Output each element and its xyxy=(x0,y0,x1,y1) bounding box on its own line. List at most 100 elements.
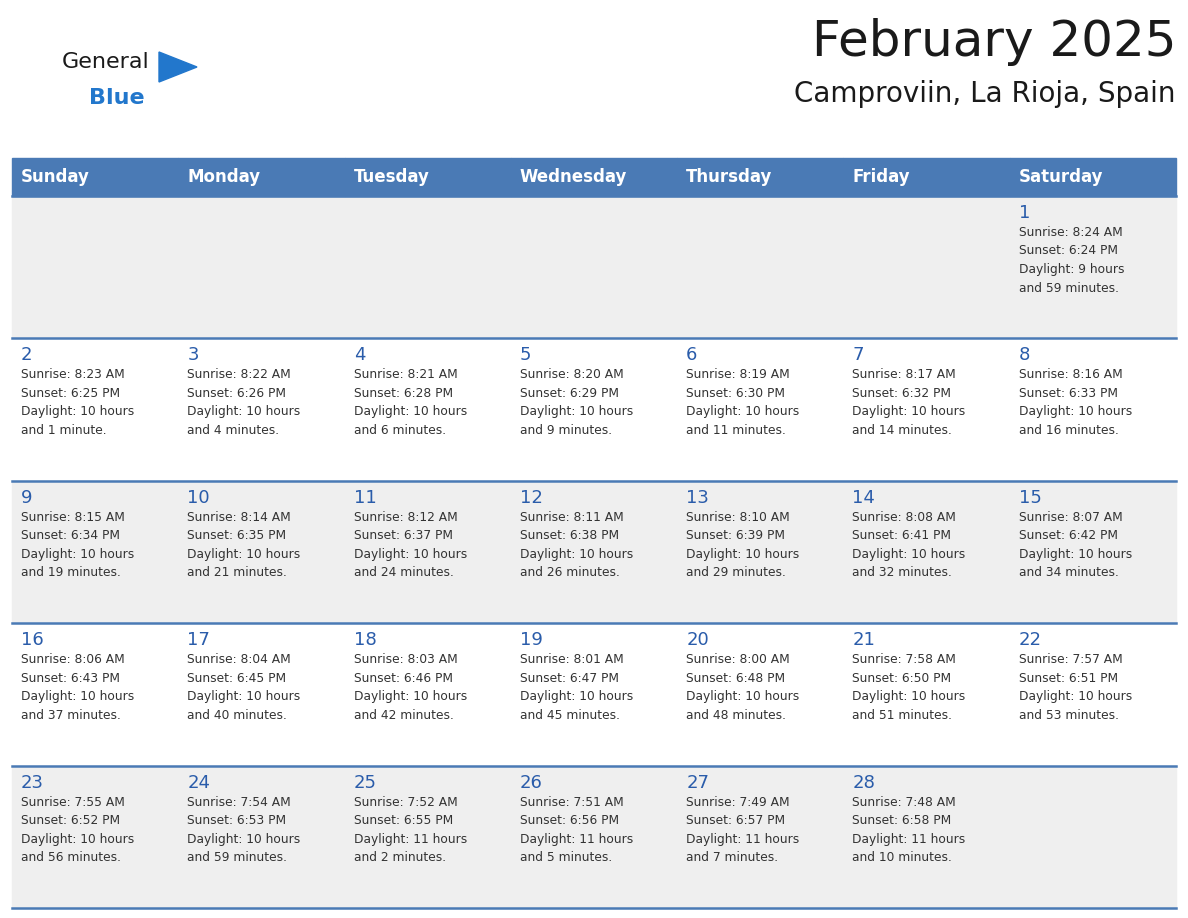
Text: 8: 8 xyxy=(1019,346,1030,364)
Bar xyxy=(843,766,1010,908)
Text: Sunrise: 8:07 AM
Sunset: 6:42 PM
Daylight: 10 hours
and 34 minutes.: Sunrise: 8:07 AM Sunset: 6:42 PM Dayligh… xyxy=(1019,510,1132,579)
Bar xyxy=(12,766,178,908)
Bar xyxy=(12,196,178,339)
Text: Monday: Monday xyxy=(188,168,260,186)
Text: 6: 6 xyxy=(687,346,697,364)
Text: February 2025: February 2025 xyxy=(811,18,1176,66)
Bar xyxy=(511,623,677,766)
Text: Sunrise: 7:52 AM
Sunset: 6:55 PM
Daylight: 11 hours
and 2 minutes.: Sunrise: 7:52 AM Sunset: 6:55 PM Dayligh… xyxy=(354,796,467,864)
Bar xyxy=(345,481,511,623)
Text: Sunrise: 8:16 AM
Sunset: 6:33 PM
Daylight: 10 hours
and 16 minutes.: Sunrise: 8:16 AM Sunset: 6:33 PM Dayligh… xyxy=(1019,368,1132,437)
Bar xyxy=(677,766,843,908)
Bar xyxy=(178,158,345,196)
Text: Sunrise: 7:49 AM
Sunset: 6:57 PM
Daylight: 11 hours
and 7 minutes.: Sunrise: 7:49 AM Sunset: 6:57 PM Dayligh… xyxy=(687,796,800,864)
Text: Friday: Friday xyxy=(853,168,910,186)
Text: Camproviin, La Rioja, Spain: Camproviin, La Rioja, Spain xyxy=(795,80,1176,108)
Bar xyxy=(677,623,843,766)
Text: Sunrise: 8:11 AM
Sunset: 6:38 PM
Daylight: 10 hours
and 26 minutes.: Sunrise: 8:11 AM Sunset: 6:38 PM Dayligh… xyxy=(520,510,633,579)
Bar xyxy=(677,196,843,339)
Bar xyxy=(1010,623,1176,766)
Bar xyxy=(843,339,1010,481)
Text: Tuesday: Tuesday xyxy=(354,168,429,186)
Text: 19: 19 xyxy=(520,632,543,649)
Bar xyxy=(677,339,843,481)
Text: Sunrise: 8:00 AM
Sunset: 6:48 PM
Daylight: 10 hours
and 48 minutes.: Sunrise: 8:00 AM Sunset: 6:48 PM Dayligh… xyxy=(687,654,800,722)
Bar xyxy=(345,158,511,196)
Bar xyxy=(345,339,511,481)
Text: 12: 12 xyxy=(520,488,543,507)
Bar xyxy=(1010,339,1176,481)
Text: 26: 26 xyxy=(520,774,543,791)
Text: 20: 20 xyxy=(687,632,709,649)
Bar xyxy=(345,623,511,766)
Bar xyxy=(511,766,677,908)
Bar xyxy=(511,339,677,481)
Bar xyxy=(511,196,677,339)
Text: 23: 23 xyxy=(21,774,44,791)
Bar xyxy=(178,623,345,766)
Text: Blue: Blue xyxy=(89,88,145,108)
Text: Sunrise: 8:17 AM
Sunset: 6:32 PM
Daylight: 10 hours
and 14 minutes.: Sunrise: 8:17 AM Sunset: 6:32 PM Dayligh… xyxy=(853,368,966,437)
Bar xyxy=(843,196,1010,339)
Text: Thursday: Thursday xyxy=(687,168,772,186)
Bar xyxy=(511,158,677,196)
Text: Wednesday: Wednesday xyxy=(520,168,627,186)
Bar xyxy=(12,339,178,481)
Text: Sunrise: 8:23 AM
Sunset: 6:25 PM
Daylight: 10 hours
and 1 minute.: Sunrise: 8:23 AM Sunset: 6:25 PM Dayligh… xyxy=(21,368,134,437)
Text: 14: 14 xyxy=(853,488,876,507)
Polygon shape xyxy=(159,52,197,82)
Text: Sunrise: 7:58 AM
Sunset: 6:50 PM
Daylight: 10 hours
and 51 minutes.: Sunrise: 7:58 AM Sunset: 6:50 PM Dayligh… xyxy=(853,654,966,722)
Text: Sunrise: 7:55 AM
Sunset: 6:52 PM
Daylight: 10 hours
and 56 minutes.: Sunrise: 7:55 AM Sunset: 6:52 PM Dayligh… xyxy=(21,796,134,864)
Text: Sunrise: 8:12 AM
Sunset: 6:37 PM
Daylight: 10 hours
and 24 minutes.: Sunrise: 8:12 AM Sunset: 6:37 PM Dayligh… xyxy=(354,510,467,579)
Text: Sunrise: 7:48 AM
Sunset: 6:58 PM
Daylight: 11 hours
and 10 minutes.: Sunrise: 7:48 AM Sunset: 6:58 PM Dayligh… xyxy=(853,796,966,864)
Text: 25: 25 xyxy=(354,774,377,791)
Text: 21: 21 xyxy=(853,632,876,649)
Bar xyxy=(345,766,511,908)
Bar xyxy=(1010,766,1176,908)
Bar xyxy=(1010,481,1176,623)
Bar xyxy=(12,158,178,196)
Bar xyxy=(843,623,1010,766)
Text: 27: 27 xyxy=(687,774,709,791)
Bar xyxy=(677,158,843,196)
Text: 24: 24 xyxy=(188,774,210,791)
Text: 15: 15 xyxy=(1019,488,1042,507)
Text: 1: 1 xyxy=(1019,204,1030,222)
Text: 22: 22 xyxy=(1019,632,1042,649)
Bar xyxy=(178,481,345,623)
Text: Sunrise: 8:22 AM
Sunset: 6:26 PM
Daylight: 10 hours
and 4 minutes.: Sunrise: 8:22 AM Sunset: 6:26 PM Dayligh… xyxy=(188,368,301,437)
Text: Sunday: Sunday xyxy=(21,168,90,186)
Text: Sunrise: 8:01 AM
Sunset: 6:47 PM
Daylight: 10 hours
and 45 minutes.: Sunrise: 8:01 AM Sunset: 6:47 PM Dayligh… xyxy=(520,654,633,722)
Text: 11: 11 xyxy=(354,488,377,507)
Text: Sunrise: 8:15 AM
Sunset: 6:34 PM
Daylight: 10 hours
and 19 minutes.: Sunrise: 8:15 AM Sunset: 6:34 PM Dayligh… xyxy=(21,510,134,579)
Bar xyxy=(345,196,511,339)
Text: 7: 7 xyxy=(853,346,864,364)
Text: Sunrise: 8:21 AM
Sunset: 6:28 PM
Daylight: 10 hours
and 6 minutes.: Sunrise: 8:21 AM Sunset: 6:28 PM Dayligh… xyxy=(354,368,467,437)
Text: 3: 3 xyxy=(188,346,198,364)
Text: 17: 17 xyxy=(188,632,210,649)
Text: Sunrise: 8:19 AM
Sunset: 6:30 PM
Daylight: 10 hours
and 11 minutes.: Sunrise: 8:19 AM Sunset: 6:30 PM Dayligh… xyxy=(687,368,800,437)
Bar xyxy=(178,339,345,481)
Bar xyxy=(843,481,1010,623)
Text: 13: 13 xyxy=(687,488,709,507)
Bar xyxy=(1010,158,1176,196)
Bar xyxy=(511,481,677,623)
Text: Sunrise: 8:14 AM
Sunset: 6:35 PM
Daylight: 10 hours
and 21 minutes.: Sunrise: 8:14 AM Sunset: 6:35 PM Dayligh… xyxy=(188,510,301,579)
Bar xyxy=(12,481,178,623)
Text: 9: 9 xyxy=(21,488,32,507)
Bar xyxy=(12,623,178,766)
Text: Sunrise: 8:04 AM
Sunset: 6:45 PM
Daylight: 10 hours
and 40 minutes.: Sunrise: 8:04 AM Sunset: 6:45 PM Dayligh… xyxy=(188,654,301,722)
Text: Sunrise: 8:10 AM
Sunset: 6:39 PM
Daylight: 10 hours
and 29 minutes.: Sunrise: 8:10 AM Sunset: 6:39 PM Dayligh… xyxy=(687,510,800,579)
Text: 4: 4 xyxy=(354,346,365,364)
Text: 10: 10 xyxy=(188,488,210,507)
Text: Saturday: Saturday xyxy=(1019,168,1104,186)
Bar xyxy=(1010,196,1176,339)
Text: 2: 2 xyxy=(21,346,32,364)
Text: Sunrise: 8:20 AM
Sunset: 6:29 PM
Daylight: 10 hours
and 9 minutes.: Sunrise: 8:20 AM Sunset: 6:29 PM Dayligh… xyxy=(520,368,633,437)
Text: Sunrise: 8:03 AM
Sunset: 6:46 PM
Daylight: 10 hours
and 42 minutes.: Sunrise: 8:03 AM Sunset: 6:46 PM Dayligh… xyxy=(354,654,467,722)
Bar xyxy=(843,158,1010,196)
Text: 5: 5 xyxy=(520,346,531,364)
Text: Sunrise: 8:24 AM
Sunset: 6:24 PM
Daylight: 9 hours
and 59 minutes.: Sunrise: 8:24 AM Sunset: 6:24 PM Dayligh… xyxy=(1019,226,1124,295)
Bar xyxy=(178,766,345,908)
Text: 18: 18 xyxy=(354,632,377,649)
